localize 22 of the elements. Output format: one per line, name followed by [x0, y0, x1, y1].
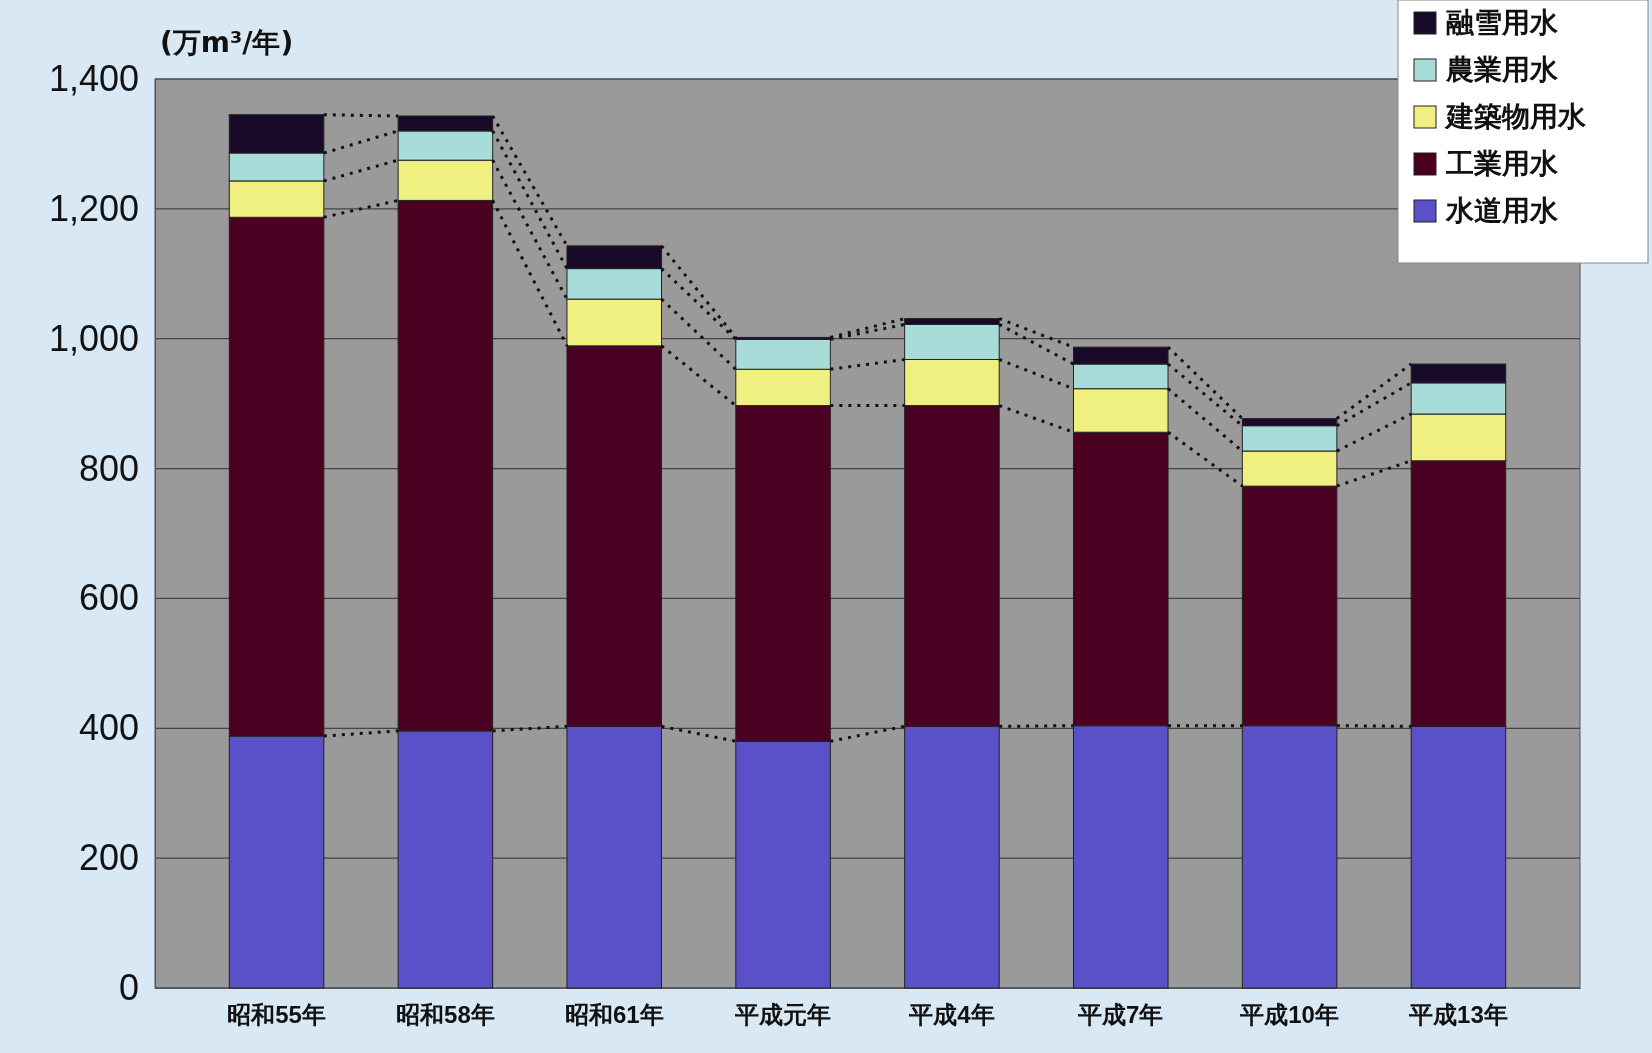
- legend-label: 建築物用水: [1444, 100, 1587, 133]
- y-tick-label: 400: [78, 707, 139, 749]
- x-tick-label: 平成4年: [908, 1001, 995, 1029]
- x-tick-label: 平成元年: [734, 1001, 832, 1029]
- y-tick-label: 0: [118, 967, 139, 1009]
- legend-label: 工業用水: [1445, 147, 1559, 180]
- y-tick-label: 200: [78, 837, 139, 879]
- legend-label: 融雪用水: [1446, 6, 1559, 39]
- x-tick-label: 昭和58年: [396, 1001, 495, 1029]
- y-tick-label: 800: [78, 447, 139, 489]
- y-tick-label: 1,400: [48, 58, 139, 100]
- x-tick-label: 昭和55年: [227, 1001, 326, 1029]
- legend-label: 水道用水: [1445, 194, 1559, 227]
- x-tick-label: 平成13年: [1408, 1001, 1508, 1029]
- legend-label: 農業用水: [1445, 53, 1559, 86]
- x-tick-label: 昭和61年: [564, 1001, 664, 1029]
- y-tick-label: 1,000: [48, 317, 139, 359]
- x-tick-label: 平成7年: [1077, 1001, 1164, 1029]
- x-tick-label: 平成10年: [1239, 1001, 1339, 1029]
- y-axis-title: (万m³/年): [160, 26, 294, 59]
- y-tick-label: 600: [78, 577, 139, 619]
- y-tick-label: 1,200: [48, 187, 139, 229]
